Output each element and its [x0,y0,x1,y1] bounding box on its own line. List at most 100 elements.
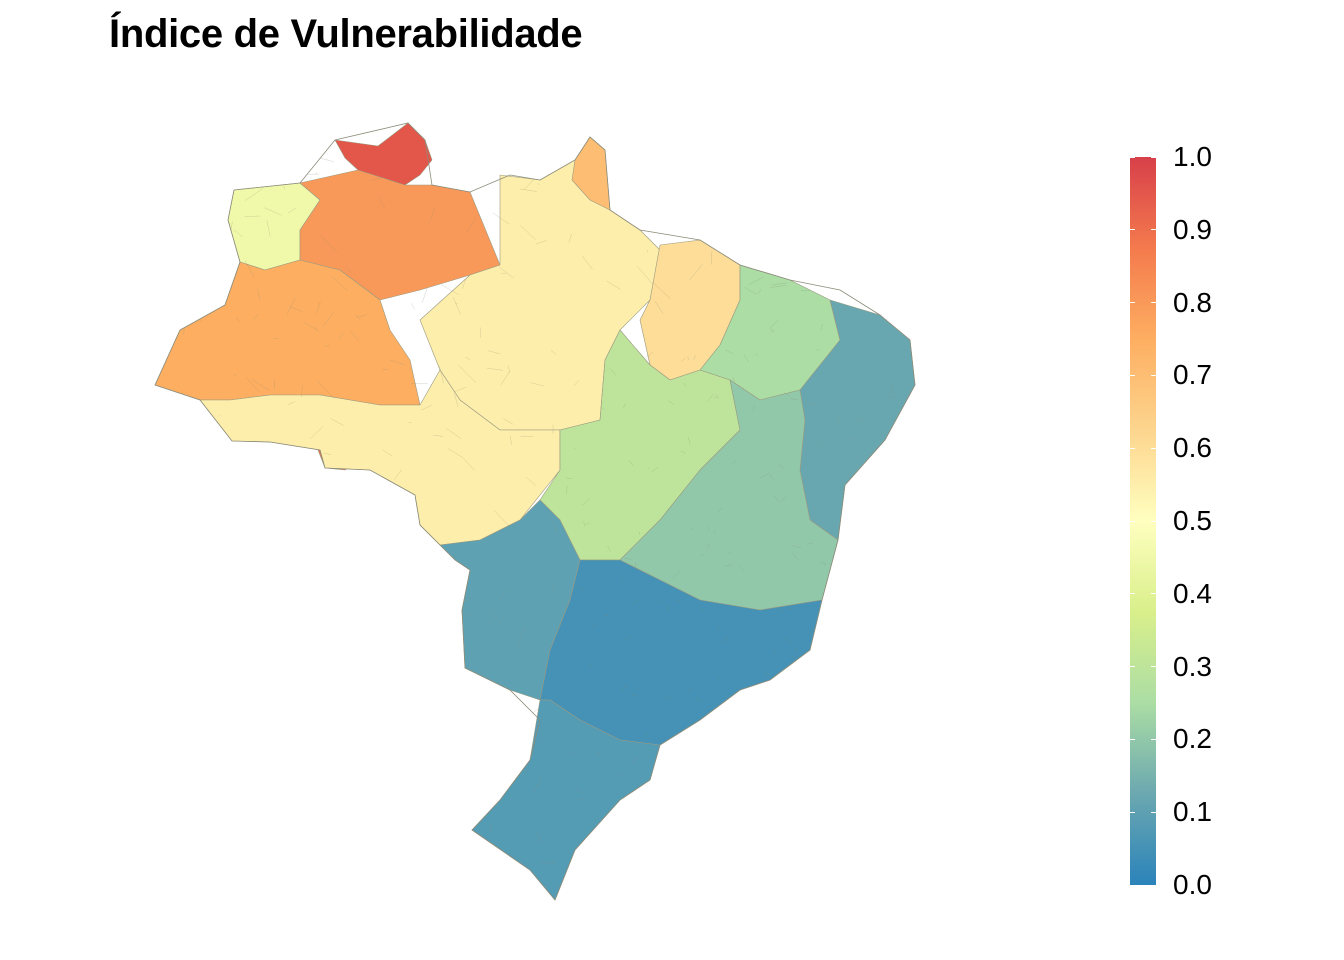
municipal-boundary [632,598,640,606]
municipal-boundary [776,608,784,613]
brazil-outline [154,122,916,901]
municipal-boundary [574,583,583,590]
municipal-boundary [681,866,688,872]
municipal-boundary [690,527,694,530]
municipal-boundary [239,511,258,528]
municipal-boundary [412,720,429,734]
municipal-boundary [320,235,338,253]
municipal-boundary [806,826,809,833]
municipal-boundary [739,565,745,572]
legend-tick-label: 0.1 [1173,796,1212,828]
legend-tick-mark [1151,738,1156,740]
municipal-boundary [648,467,650,470]
municipal-boundary [341,523,351,538]
municipal-boundary [160,307,177,310]
municipal-boundary [713,530,716,535]
municipal-boundary [195,555,200,568]
municipal-boundary [732,377,735,382]
municipal-boundary [350,331,359,341]
municipal-boundary [489,822,492,831]
municipal-boundary [876,555,879,560]
municipal-boundary [549,515,558,533]
municipal-boundary [462,596,475,603]
municipal-boundary [372,632,374,651]
municipal-boundary [220,588,235,602]
municipal-boundary [633,832,642,839]
municipal-boundary [214,212,230,231]
legend-tick-mark [1130,738,1135,740]
municipal-boundary [239,546,243,563]
municipal-boundary [778,827,786,831]
municipal-boundary [760,473,769,479]
municipal-boundary [337,621,353,636]
municipal-boundary [492,212,510,225]
municipal-boundary [865,661,872,669]
municipal-boundary [277,756,283,770]
municipal-boundary [264,207,282,216]
municipal-boundary [499,266,514,279]
municipal-boundary [719,244,726,253]
municipal-boundary [208,477,212,483]
municipal-boundary [842,819,846,823]
municipal-boundary [439,365,444,384]
municipal-boundary [321,738,332,742]
municipal-boundary [789,398,799,400]
municipal-boundary [826,807,830,810]
municipal-boundary [652,282,671,299]
municipal-boundary [382,369,389,371]
legend-tick-mark [1151,156,1156,158]
municipal-boundary [880,642,885,649]
municipal-boundary [682,382,687,387]
municipal-boundary [246,377,260,393]
municipal-boundary [718,507,722,513]
municipal-boundary [435,870,445,886]
municipal-boundary [664,697,671,700]
municipal-boundary [713,396,718,399]
municipal-boundary [197,766,211,769]
municipal-boundary [776,751,781,760]
municipal-boundary [266,642,282,660]
municipal-boundary [672,571,681,579]
municipal-boundary [864,187,876,204]
municipal-boundary [688,728,696,733]
municipal-boundary [869,695,871,698]
municipal-boundary [233,229,243,237]
municipal-boundary [855,155,871,166]
municipal-boundary [603,614,611,617]
municipal-boundary [346,860,362,869]
municipal-boundary [462,279,466,289]
municipal-boundary [428,208,435,223]
municipal-boundary [717,676,723,682]
municipal-boundary [286,715,289,731]
municipal-boundary [550,349,557,355]
municipal-boundary [467,804,479,823]
legend-tick-mark [1151,374,1156,376]
legend-tick-mark [1151,593,1156,595]
municipal-boundary [772,329,775,333]
municipal-boundary [253,313,259,320]
municipal-boundary [155,535,171,537]
municipal-boundary [813,176,824,184]
municipal-boundary [635,562,637,570]
municipal-boundary [679,815,684,819]
municipal-boundary [728,551,732,555]
municipal-boundary [452,296,461,315]
legend-tick-label: 1.0 [1173,141,1212,172]
municipal-boundary [645,352,653,358]
municipal-boundary [432,434,444,437]
municipal-boundary [828,645,832,651]
municipal-boundary [353,603,359,605]
municipal-boundary [823,563,827,566]
municipal-boundary [461,718,468,721]
municipal-boundary [711,251,713,265]
map-region [334,122,433,186]
municipal-boundary [304,322,320,332]
municipal-boundary [847,742,850,746]
municipal-boundary [588,662,595,668]
municipal-boundary [411,303,415,310]
municipal-boundary [263,828,271,838]
municipal-boundary [774,650,777,654]
municipal-boundary [666,605,669,612]
municipal-boundary [511,878,514,881]
municipal-boundary [856,158,873,165]
